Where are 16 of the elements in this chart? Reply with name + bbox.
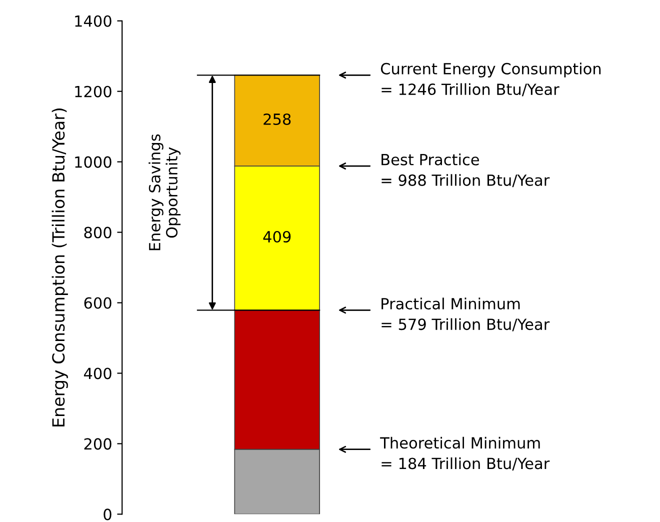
text: Energy Savings Opportunity xyxy=(148,134,181,250)
text: Best Practice = 988 Trillion Btu/Year xyxy=(382,154,550,188)
y-tick-label: 200 xyxy=(84,438,112,450)
data-label: 409 xyxy=(263,230,291,243)
text: Current Energy Consumption = 1246 Trillion Btu/Year xyxy=(380,62,601,96)
y-axis-title: Energy Consumption (Trillion Btu/Year) xyxy=(52,108,68,426)
y-tick-label: 400 xyxy=(84,368,112,380)
y-tick-label: 1000 xyxy=(75,156,112,168)
y-tick-label: 1400 xyxy=(75,15,112,27)
y-tick-label: 800 xyxy=(84,226,112,238)
y-tick-label: 1200 xyxy=(75,86,112,98)
text: Theoretical Minimum = 184 Trillion Btu/Year xyxy=(380,436,550,470)
data-label: 258 xyxy=(264,113,291,126)
y-tick-label: 0 xyxy=(104,508,112,520)
y-tick-label: 600 xyxy=(84,297,112,309)
text: Practical Minimum = 579 Trillion Btu/Year xyxy=(382,298,550,332)
